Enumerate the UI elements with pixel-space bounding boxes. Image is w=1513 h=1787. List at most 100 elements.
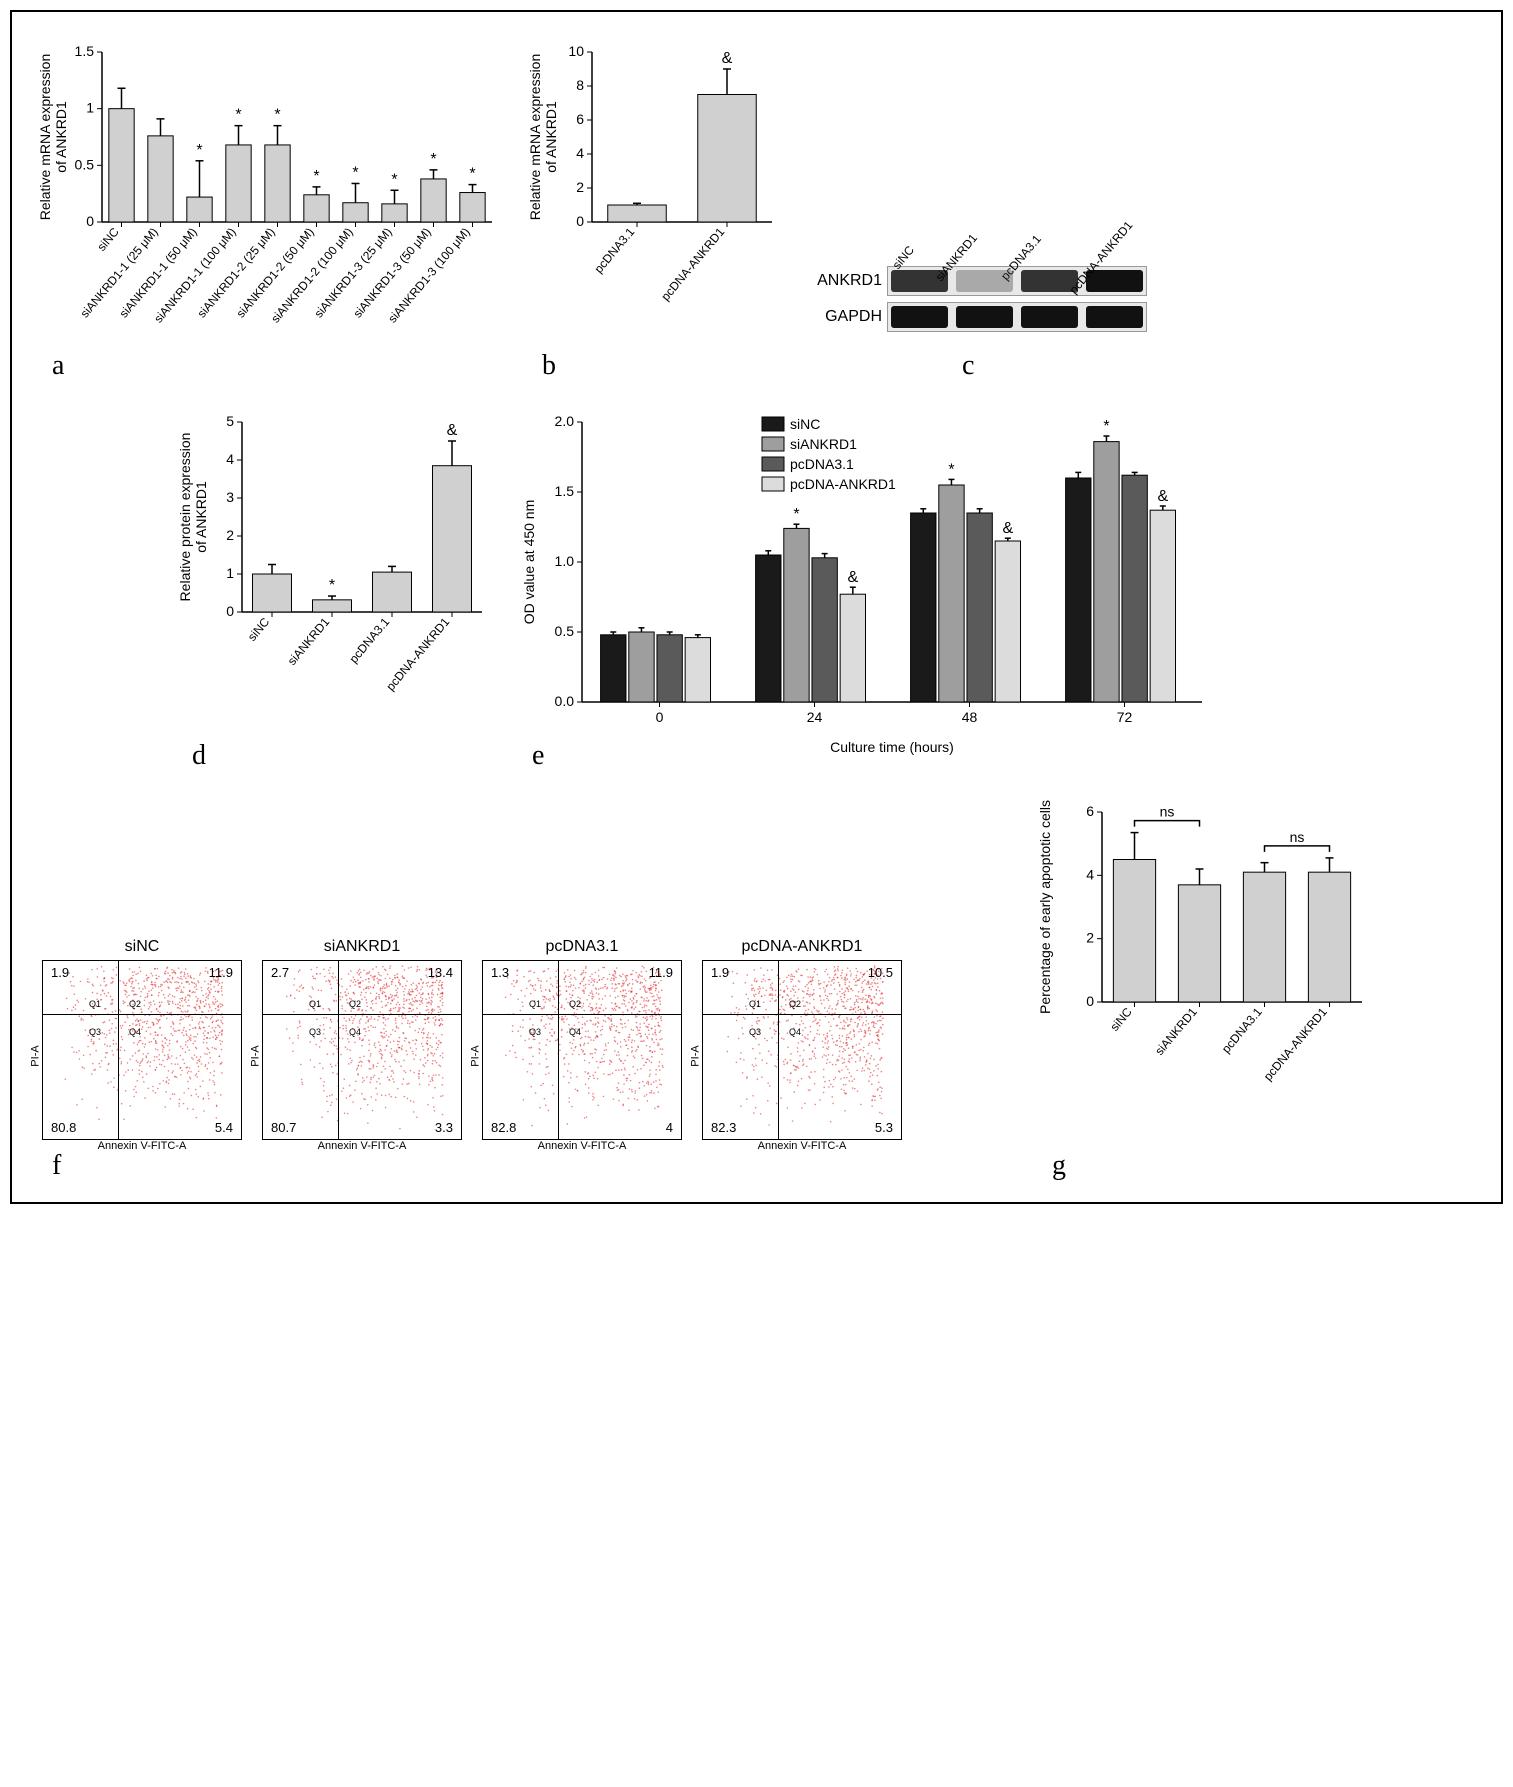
svg-text:&: & <box>722 50 733 67</box>
svg-text:72: 72 <box>1117 709 1133 725</box>
chart-d: 012345Relative protein expressionof ANKR… <box>172 402 492 762</box>
panel-c: siNC siANKRD1 pcDNA3.1 pcDNA-ANKRD1 ANKR… <box>802 176 1152 372</box>
flow-title: pcDNA-ANKRD1 <box>702 938 902 956</box>
row-2: 012345Relative protein expressionof ANKR… <box>32 402 1481 762</box>
svg-text:Percentage of early apoptotic: Percentage of early apoptotic cells <box>1037 800 1053 1014</box>
svg-text:siANKRD1: siANKRD1 <box>790 436 857 452</box>
panel-label-g: g <box>1052 1150 1066 1182</box>
panel-d: 012345Relative protein expressionof ANKR… <box>172 402 492 762</box>
blot-row-ankrd1: ANKRD1 <box>802 266 1152 296</box>
svg-text:&: & <box>1157 488 1168 505</box>
panel-f: siNC1.911.980.85.4Q1Q2Q3Q4PI-AAnnexin V-… <box>32 938 1012 1152</box>
flow-title: siANKRD1 <box>262 938 462 956</box>
svg-text:of ANKRD1: of ANKRD1 <box>543 101 559 173</box>
svg-text:*: * <box>352 164 358 181</box>
svg-text:6: 6 <box>1086 803 1094 819</box>
flow-plot: pcDNA3.11.311.982.84Q1Q2Q3Q4PI-AAnnexin … <box>482 938 682 1152</box>
svg-text:*: * <box>1103 418 1109 435</box>
svg-text:2.0: 2.0 <box>555 413 575 429</box>
svg-text:*: * <box>469 166 475 183</box>
svg-text:OD value at 450 nm: OD value at 450 nm <box>521 500 537 625</box>
flow-plot: siANKRD12.713.480.73.3Q1Q2Q3Q4PI-AAnnexi… <box>262 938 462 1152</box>
svg-text:&: & <box>447 422 458 439</box>
svg-text:4: 4 <box>226 451 234 467</box>
chart-g: 0 2 4 6 Percentage of early apoptotic cells s… <box>1032 792 1372 1152</box>
blot-label-1: GAPDH <box>802 308 882 326</box>
svg-text:1: 1 <box>226 565 234 581</box>
svg-text:*: * <box>196 142 202 159</box>
svg-text:Culture time (hours): Culture time (hours) <box>830 739 954 755</box>
flow-xlabel: Annexin V-FITC-A <box>702 1140 902 1152</box>
flow-xlabel: Annexin V-FITC-A <box>42 1140 242 1152</box>
flow-box: 1.910.582.35.3Q1Q2Q3Q4PI-A <box>702 960 902 1140</box>
flow-box: 2.713.480.73.3Q1Q2Q3Q4PI-A <box>262 960 462 1140</box>
svg-text:5: 5 <box>226 413 234 429</box>
svg-text:4: 4 <box>576 145 584 161</box>
svg-text:2: 2 <box>1086 930 1094 946</box>
svg-text:&: & <box>847 569 858 586</box>
svg-text:48: 48 <box>962 709 978 725</box>
svg-text:Relative mRNA expression: Relative mRNA expression <box>37 54 53 221</box>
svg-text:*: * <box>430 151 436 168</box>
svg-text:0: 0 <box>1086 993 1094 1009</box>
panel-e: 0.00.51.01.52.0OD value at 450 nmCulture… <box>512 402 1212 762</box>
flow-title: pcDNA3.1 <box>482 938 682 956</box>
chart-a: 0 0.5 1 1.5 Relative mRNA expressionof ANKRD… <box>32 32 502 372</box>
chart-e: 0.00.51.01.52.0OD value at 450 nmCulture… <box>512 402 1212 762</box>
svg-text:pcDNA-ANKRD1: pcDNA-ANKRD1 <box>1261 1005 1330 1084</box>
panel-label-a: a <box>52 350 64 382</box>
band <box>1021 306 1078 328</box>
svg-text:2: 2 <box>226 527 234 543</box>
svg-text:*: * <box>391 171 397 188</box>
svg-text:siNC: siNC <box>1107 1005 1135 1034</box>
svg-text:pcDNA-ANKRD1: pcDNA-ANKRD1 <box>658 225 727 304</box>
svg-text:*: * <box>274 107 280 124</box>
blot-row-gapdh: GAPDH <box>802 302 1152 332</box>
svg-text:*: * <box>793 506 799 523</box>
blot-strip-1 <box>887 302 1147 332</box>
blot-label-0: ANKRD1 <box>802 272 882 290</box>
svg-text:siNC: siNC <box>94 225 122 254</box>
svg-text:0.5: 0.5 <box>555 623 575 639</box>
svg-text:pcDNA3.1: pcDNA3.1 <box>346 615 392 666</box>
flow-box: 1.911.980.85.4Q1Q2Q3Q4PI-A <box>42 960 242 1140</box>
svg-text:1: 1 <box>86 100 94 116</box>
svg-text:pcDNA3.1: pcDNA3.1 <box>1219 1005 1265 1056</box>
svg-text:4: 4 <box>1086 866 1094 882</box>
svg-text:1.5: 1.5 <box>555 483 575 499</box>
svg-text:0: 0 <box>576 213 584 229</box>
svg-text:of ANKRD1: of ANKRD1 <box>53 101 69 173</box>
svg-text:*: * <box>329 577 335 594</box>
svg-text:10: 10 <box>568 43 584 59</box>
svg-text:siANKRD1: siANKRD1 <box>285 615 333 668</box>
panel-label-c: c <box>962 350 974 382</box>
svg-text:ns: ns <box>1290 829 1305 845</box>
svg-text:siNC: siNC <box>790 416 820 432</box>
band <box>1086 306 1143 328</box>
svg-text:pcDNA3.1: pcDNA3.1 <box>790 456 854 472</box>
svg-text:0: 0 <box>226 603 234 619</box>
svg-text:of ANKRD1: of ANKRD1 <box>193 481 209 553</box>
svg-text:1.5: 1.5 <box>75 43 95 59</box>
panel-label-e: e <box>532 740 544 772</box>
svg-text:siNC: siNC <box>245 615 273 644</box>
flow-plot: pcDNA-ANKRD1 1.910.582.35.3Q1Q2Q3Q4PI-AAn… <box>702 938 902 1152</box>
svg-text:pcDNA3.1: pcDNA3.1 <box>591 225 637 276</box>
svg-text:0.5: 0.5 <box>75 156 95 172</box>
svg-text:&: & <box>1002 520 1013 537</box>
svg-text:8: 8 <box>576 77 584 93</box>
svg-text:0: 0 <box>86 213 94 229</box>
panel-g: 0 2 4 6 Percentage of early apoptotic cells s… <box>1032 792 1372 1152</box>
row-1: 00.511.5Relative mRNA expressionof ANKRD… <box>32 32 1481 372</box>
band <box>956 306 1013 328</box>
svg-text:pcDNA-ANKRD1: pcDNA-ANKRD1 <box>383 615 452 694</box>
blot-header: siNC siANKRD1 pcDNA3.1 pcDNA-ANKRD1 <box>892 248 1152 262</box>
svg-text:Relative mRNA expression: Relative mRNA expression <box>527 54 543 221</box>
flow-plot: siNC1.911.980.85.4Q1Q2Q3Q4PI-AAnnexin V-… <box>42 938 242 1152</box>
svg-text:pcDNA-ANKRD1: pcDNA-ANKRD1 <box>790 476 896 492</box>
svg-text:6: 6 <box>576 111 584 127</box>
svg-text:ns: ns <box>1160 804 1175 820</box>
svg-text:3: 3 <box>226 489 234 505</box>
flow-container: siNC1.911.980.85.4Q1Q2Q3Q4PI-AAnnexin V-… <box>32 938 1012 1152</box>
svg-text:1.0: 1.0 <box>555 553 575 569</box>
